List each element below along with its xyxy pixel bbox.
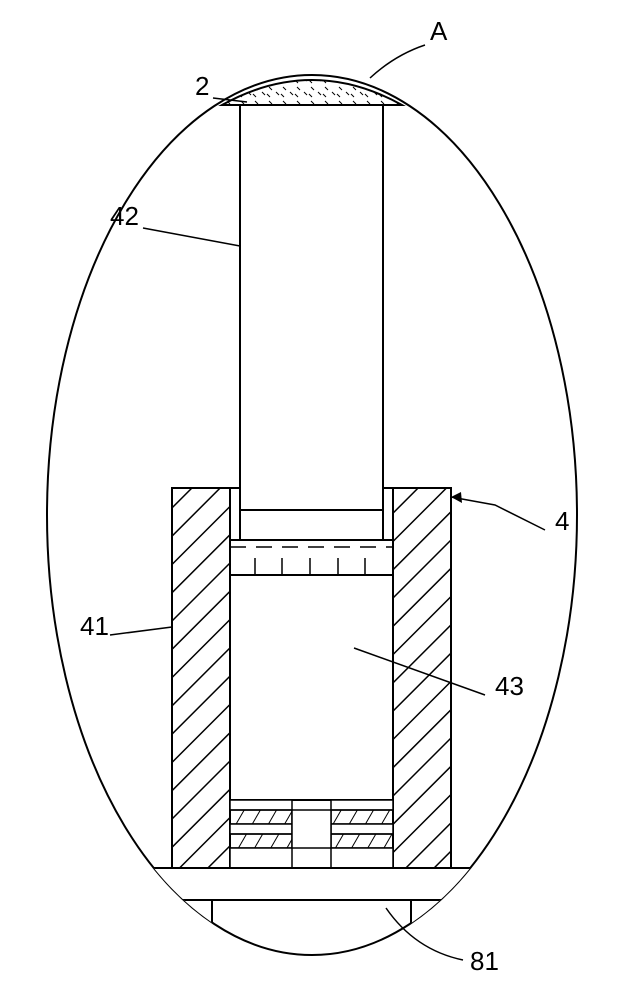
technical-diagram: A 2 42 4 41 43 81 xyxy=(0,0,624,1000)
bottom-plate xyxy=(130,868,493,900)
dome-cap xyxy=(222,80,402,105)
housing-right-wall xyxy=(393,488,451,868)
label-43: 43 xyxy=(495,671,524,701)
inner-rod xyxy=(240,105,383,510)
housing-top-lip-left xyxy=(230,488,240,540)
label-A: A xyxy=(430,16,448,46)
label-42: 42 xyxy=(110,201,139,231)
housing-left-wall xyxy=(172,488,230,868)
leader-A xyxy=(370,45,425,78)
label-41: 41 xyxy=(80,611,109,641)
label-81: 81 xyxy=(470,946,499,976)
label-4: 4 xyxy=(555,506,569,536)
housing-top-lip-right xyxy=(383,488,393,540)
leader-81 xyxy=(386,908,463,960)
chamber xyxy=(230,575,393,800)
leader-4 xyxy=(451,497,545,530)
label-2: 2 xyxy=(195,71,209,101)
leader-41 xyxy=(110,627,172,635)
leader-42 xyxy=(143,228,240,246)
bottom-leg-left xyxy=(172,900,212,980)
